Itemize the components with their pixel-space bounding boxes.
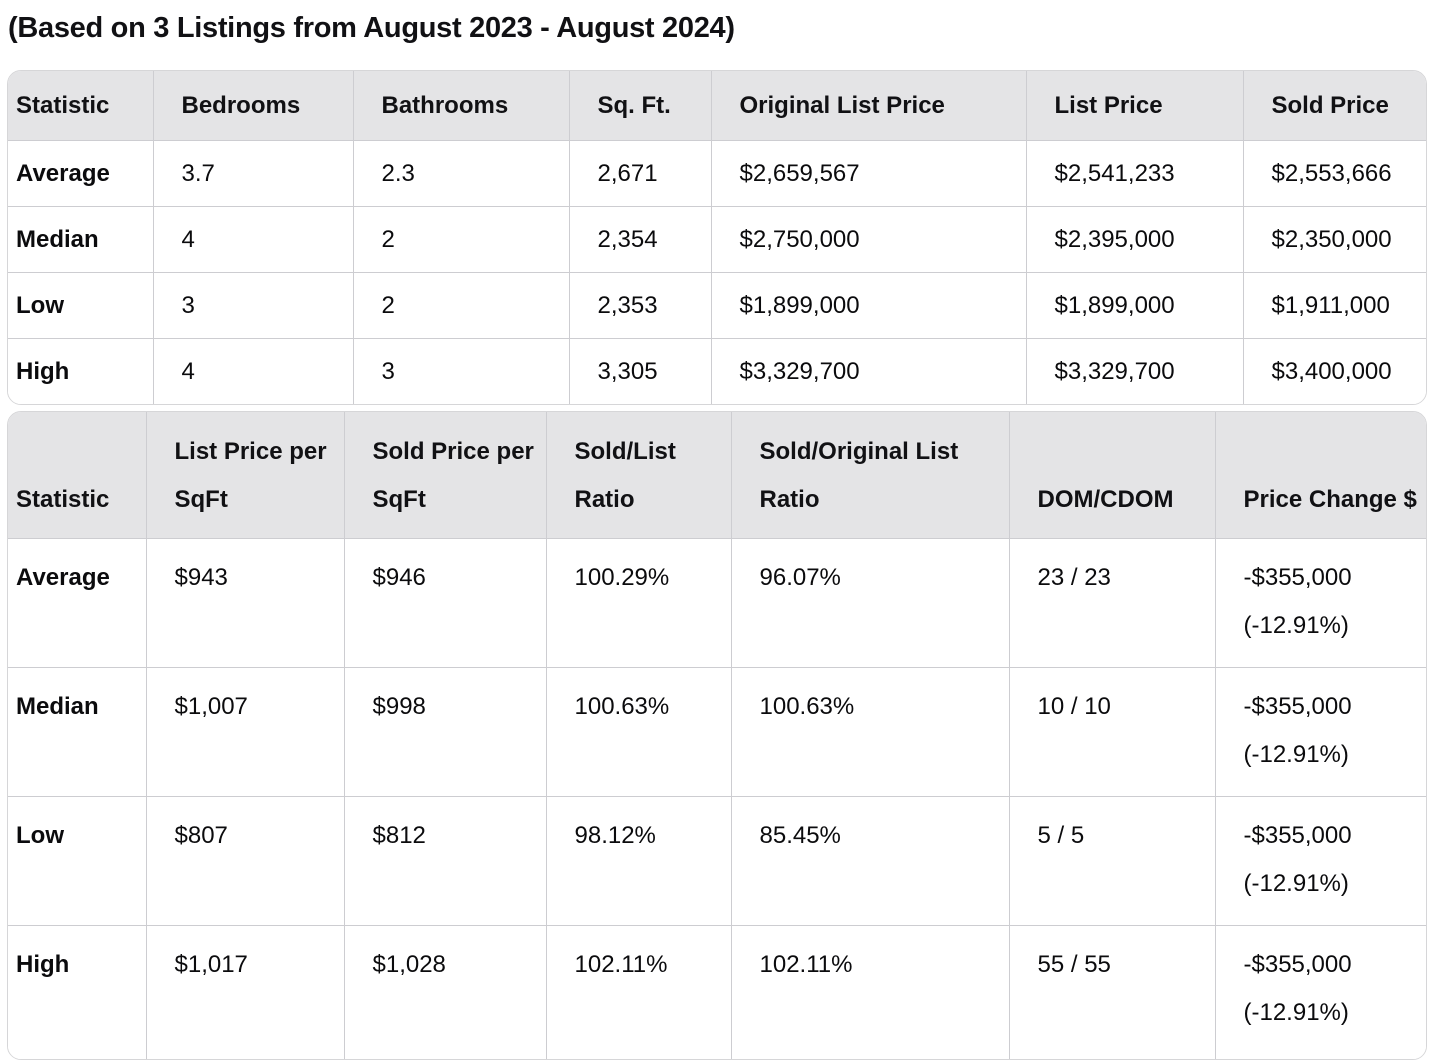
cell-sold-original-list-ratio: 96.07% [730,538,1010,668]
cell-sold-price-per-sqft: $812 [343,796,547,926]
price-change-amount: -$355,000 [1243,822,1352,849]
cell-sold-list-ratio: 100.63% [545,667,732,797]
cell-sold-price-per-sqft: $1,028 [343,925,547,1059]
price-change-percent: (-12.91%) [1243,999,1349,1026]
col-header-sold-price: Sold Price [1242,71,1426,141]
table-row-average: Average 3.7 2.3 2,671 $2,659,567 $2,541,… [8,140,1426,207]
cell-sold-price-per-sqft: $946 [343,538,547,668]
price-change-percent: (-12.91%) [1243,612,1349,639]
cell-price-change: -$355,000 (-12.91%) [1214,538,1426,668]
col-header-sqft: Sq. Ft. [568,71,712,141]
col-header-bedrooms: Bedrooms [152,71,354,141]
ratios-table: Statistic List Price per SqFt Sold Price… [8,412,1426,1059]
table-row-median: Median 4 2 2,354 $2,750,000 $2,395,000 $… [8,206,1426,273]
cell-sold-list-ratio: 98.12% [545,796,732,926]
cell-original-list-price: $2,659,567 [710,140,1027,207]
cell-sqft: 2,671 [568,140,712,207]
cell-price-change: -$355,000 (-12.91%) [1214,667,1426,797]
price-change-amount: -$355,000 [1243,564,1352,591]
col-header-price-change: Price Change $ [1214,412,1426,539]
row-label: High [8,925,147,1059]
cell-dom-cdom: 55 / 55 [1008,925,1216,1059]
cell-sold-price: $1,911,000 [1242,272,1426,339]
cell-sold-list-ratio: 100.29% [545,538,732,668]
col-header-bathrooms: Bathrooms [352,71,570,141]
col-header-statistic: Statistic [8,412,147,539]
price-change-amount: -$355,000 [1243,693,1352,720]
price-change-percent: (-12.91%) [1243,741,1349,768]
row-label: Median [8,667,147,797]
row-label: Low [8,796,147,926]
cell-sold-price-per-sqft: $998 [343,667,547,797]
cell-sold-original-list-ratio: 102.11% [730,925,1010,1059]
cell-dom-cdom: 10 / 10 [1008,667,1216,797]
col-header-dom-cdom: DOM/CDOM [1008,412,1216,539]
cell-list-price: $2,541,233 [1025,140,1244,207]
table-row-high: High $1,017 $1,028 102.11% 102.11% 55 / … [8,925,1426,1059]
row-label: Average [8,538,147,668]
col-header-original-list-price: Original List Price [710,71,1027,141]
cell-sold-price: $3,400,000 [1242,338,1426,404]
cell-sold-original-list-ratio: 85.45% [730,796,1010,926]
col-header-sold-list-ratio: Sold/List Ratio [545,412,732,539]
table-row-low: Low 3 2 2,353 $1,899,000 $1,899,000 $1,9… [8,272,1426,339]
cell-list-price-per-sqft: $1,007 [145,667,345,797]
cell-price-change: -$355,000 (-12.91%) [1214,925,1426,1059]
cell-dom-cdom: 5 / 5 [1008,796,1216,926]
cell-list-price: $1,899,000 [1025,272,1244,339]
cell-list-price-per-sqft: $943 [145,538,345,668]
col-header-list-price: List Price [1025,71,1244,141]
cell-list-price-per-sqft: $1,017 [145,925,345,1059]
cell-bedrooms: 3.7 [152,140,354,207]
cell-original-list-price: $1,899,000 [710,272,1027,339]
cell-bathrooms: 2 [352,272,570,339]
cell-original-list-price: $3,329,700 [710,338,1027,404]
cell-bathrooms: 3 [352,338,570,404]
cell-list-price: $2,395,000 [1025,206,1244,273]
cell-list-price-per-sqft: $807 [145,796,345,926]
row-label: High [8,338,154,404]
cell-bedrooms: 3 [152,272,354,339]
cell-original-list-price: $2,750,000 [710,206,1027,273]
col-header-statistic: Statistic [8,71,154,141]
ratios-header-row: Statistic List Price per SqFt Sold Price… [8,412,1426,539]
market-stats-page: (Based on 3 Listings from August 2023 - … [7,12,1427,1060]
cell-dom-cdom: 23 / 23 [1008,538,1216,668]
cell-sold-price: $2,350,000 [1242,206,1426,273]
col-header-sold-price-per-sqft: Sold Price per SqFt [343,412,547,539]
price-change-percent: (-12.91%) [1243,870,1349,897]
row-label: Average [8,140,154,207]
row-label: Low [8,272,154,339]
cell-price-change: -$355,000 (-12.91%) [1214,796,1426,926]
table-row-average: Average $943 $946 100.29% 96.07% 23 / 23… [8,538,1426,668]
cell-sold-original-list-ratio: 100.63% [730,667,1010,797]
cell-sold-list-ratio: 102.11% [545,925,732,1059]
cell-bedrooms: 4 [152,338,354,404]
row-label: Median [8,206,154,273]
cell-bathrooms: 2 [352,206,570,273]
table-row-high: High 4 3 3,305 $3,329,700 $3,329,700 $3,… [8,338,1426,404]
table-row-low: Low $807 $812 98.12% 85.45% 5 / 5 -$355,… [8,796,1426,926]
summary-stats-table: Statistic Bedrooms Bathrooms Sq. Ft. Ori… [7,70,1427,405]
cell-sqft: 3,305 [568,338,712,404]
price-change-amount: -$355,000 [1243,951,1352,978]
price-ratio-table: Statistic List Price per SqFt Sold Price… [7,411,1427,1060]
col-header-list-price-per-sqft: List Price per SqFt [145,412,345,539]
cell-sqft: 2,353 [568,272,712,339]
cell-list-price: $3,329,700 [1025,338,1244,404]
cell-bedrooms: 4 [152,206,354,273]
page-title: (Based on 3 Listings from August 2023 - … [8,12,735,44]
col-header-sold-original-list-ratio: Sold/Original List Ratio [730,412,1010,539]
summary-table: Statistic Bedrooms Bathrooms Sq. Ft. Ori… [8,71,1426,404]
cell-sold-price: $2,553,666 [1242,140,1426,207]
cell-bathrooms: 2.3 [352,140,570,207]
summary-header-row: Statistic Bedrooms Bathrooms Sq. Ft. Ori… [8,71,1426,141]
cell-sqft: 2,354 [568,206,712,273]
table-row-median: Median $1,007 $998 100.63% 100.63% 10 / … [8,667,1426,797]
